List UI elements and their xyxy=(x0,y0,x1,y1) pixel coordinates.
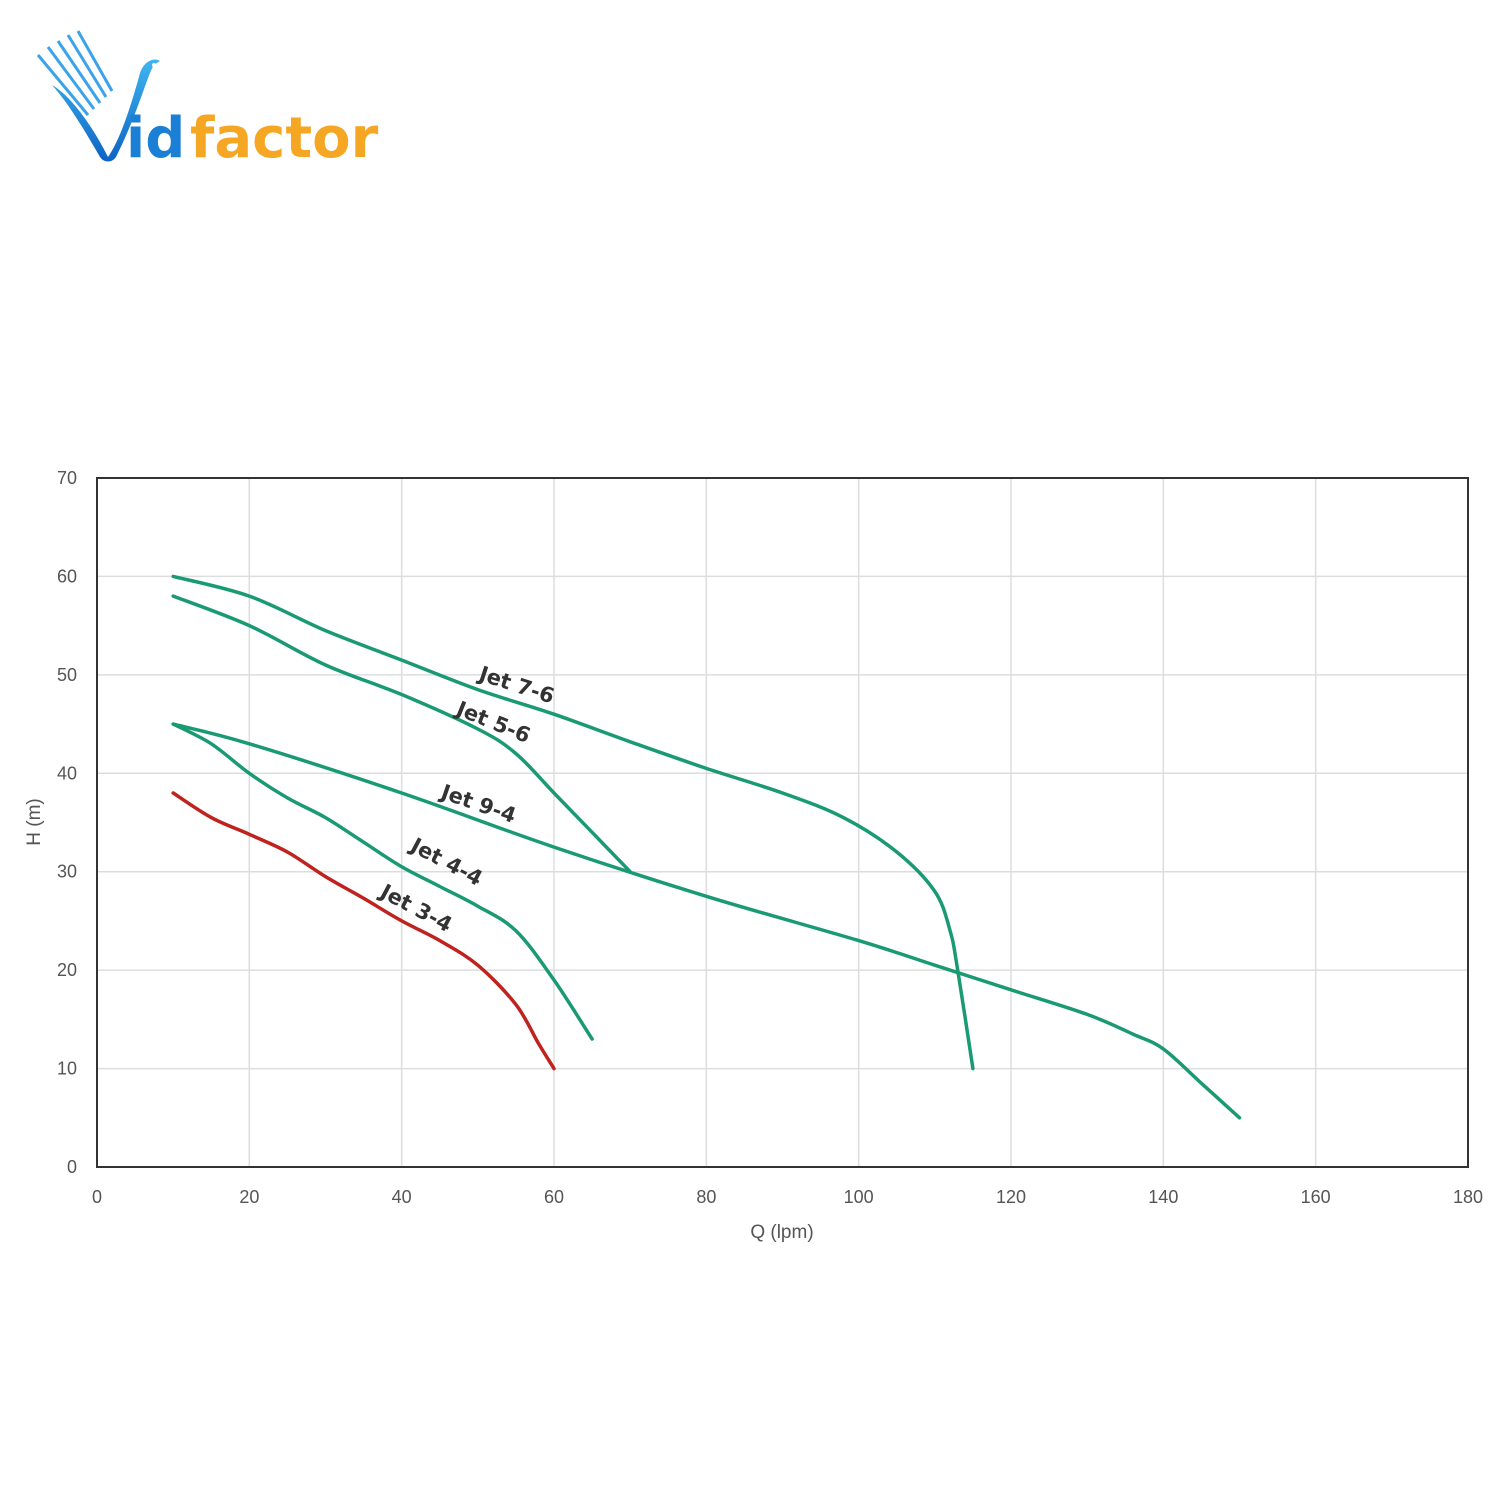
series-line-jet-5-6 xyxy=(171,594,632,874)
y-tick-label: 10 xyxy=(57,1059,77,1079)
grid xyxy=(97,478,1468,1167)
vidfactor-logo: id factor xyxy=(36,30,379,171)
x-tick-label: 160 xyxy=(1301,1187,1331,1207)
y-tick-label: 20 xyxy=(57,960,77,980)
plot-frame xyxy=(96,477,1469,1168)
y-tick-label: 70 xyxy=(57,468,77,488)
y-tick-label: 0 xyxy=(67,1157,77,1177)
x-tick-label: 180 xyxy=(1453,1187,1483,1207)
series-label-jet-4-4: Jet 4-4 xyxy=(405,832,486,890)
x-tick-labels: 0 20 40 60 80 100 120 140 160 180 xyxy=(92,1187,1483,1207)
bird-v-icon xyxy=(52,59,160,162)
y-tick-label: 40 xyxy=(57,763,77,783)
x-tick-label: 80 xyxy=(696,1187,716,1207)
x-axis-title: Q (lpm) xyxy=(750,1222,813,1243)
x-tick-label: 140 xyxy=(1148,1187,1178,1207)
series-line-jet-4-4 xyxy=(171,722,594,1041)
y-tick-label: 50 xyxy=(57,665,77,685)
series-line-jet-7-6 xyxy=(171,574,975,1071)
logo-text-id: id xyxy=(126,106,185,171)
logo-text-factor: factor xyxy=(190,106,379,171)
y-tick-label: 30 xyxy=(57,862,77,882)
x-tick-label: 20 xyxy=(239,1187,259,1207)
x-tick-label: 120 xyxy=(996,1187,1026,1207)
series-line-jet-9-4 xyxy=(171,722,1242,1120)
y-axis-title: H (m) xyxy=(24,798,45,845)
speed-lines-icon xyxy=(36,30,114,116)
y-tick-label: 60 xyxy=(57,566,77,586)
bird-eye-icon xyxy=(152,63,156,67)
x-tick-label: 40 xyxy=(392,1187,412,1207)
y-tick-labels: 0 10 20 30 40 50 60 70 xyxy=(57,468,77,1177)
series-line-jet-3-4 xyxy=(171,791,556,1071)
x-tick-label: 100 xyxy=(844,1187,874,1207)
x-tick-label: 60 xyxy=(544,1187,564,1207)
x-tick-label: 0 xyxy=(92,1187,102,1207)
series-lines xyxy=(171,574,1242,1120)
